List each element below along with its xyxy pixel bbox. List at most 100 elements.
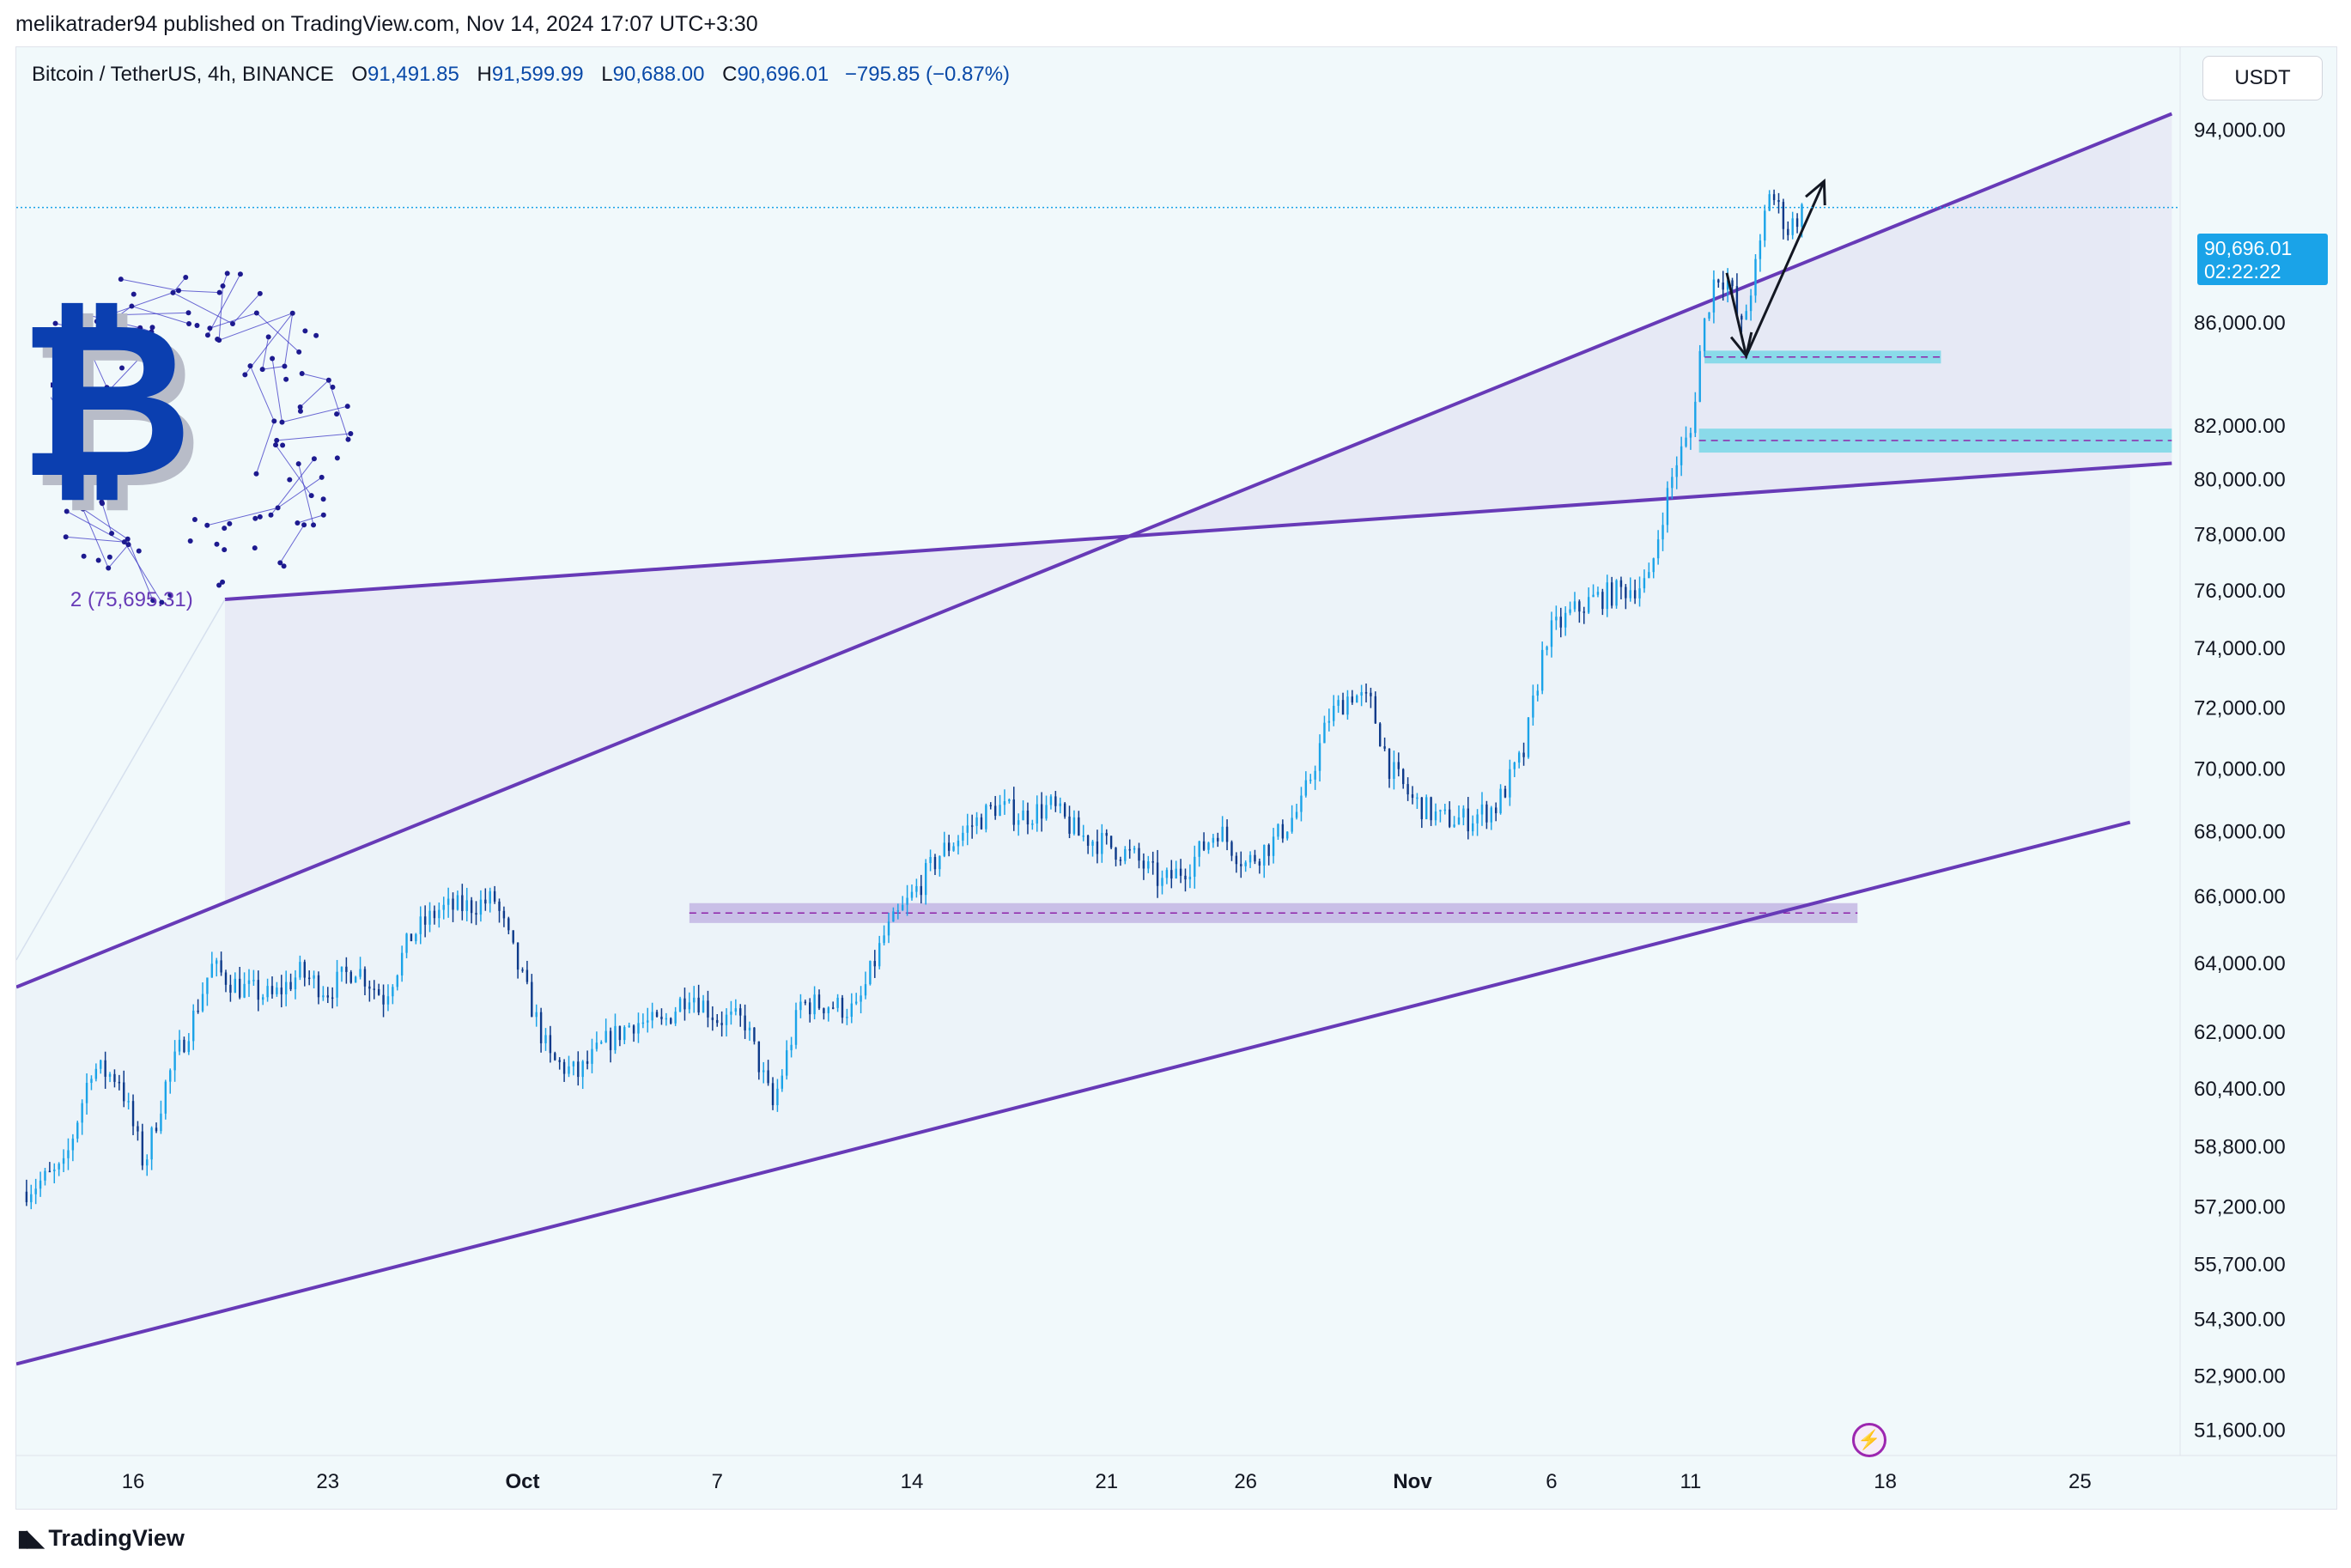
candle-body [405,933,408,953]
candle-body [1374,696,1377,724]
network-edge [82,508,109,568]
network-node [297,408,303,414]
network-node [63,534,69,540]
candle-body [1003,801,1006,805]
candle-body [1606,582,1608,610]
network-edge [124,541,162,603]
network-node [277,560,283,566]
chart-area[interactable]: ₿ ₿ 2 (75,695.31) 94,000.00 86,000.00 82,00… [15,46,2337,1510]
candle-body [1509,769,1511,798]
candle-body [410,933,413,942]
candle-body [294,977,297,990]
network-node [191,516,197,522]
candle-body [924,863,927,896]
network-edge [250,365,275,422]
candle-body [544,1035,547,1043]
last-price-value: 90,696.01 [2204,237,2293,259]
candle-body [456,895,459,910]
candle-body [516,942,519,970]
candle-body [1277,824,1279,837]
network-edge [107,289,179,316]
candle-body [178,1039,181,1052]
candle-body [980,817,983,830]
network-node [81,553,87,559]
candle-body [1791,218,1794,235]
price-tick-label: 72,000.00 [2194,696,2286,720]
candle-body [799,1001,802,1011]
candle-body [683,998,686,1010]
network-node [176,288,182,294]
candle-body [1040,804,1043,819]
candle-body [674,1012,677,1024]
arrow-head-up [1805,178,1826,206]
candle-body [1434,811,1437,821]
network-node [319,474,325,480]
candle-body [1712,279,1716,313]
candle-body [44,1170,46,1181]
candle-body [1457,817,1461,825]
network-node [97,397,103,403]
network-edge [75,372,79,436]
candle-body [1175,868,1177,879]
candle-body [507,918,510,931]
lightning-icon[interactable]: ⚡ [1852,1423,1886,1457]
network-node [86,433,92,439]
time-axis[interactable]: 16 23 Oct 7 14 21 26 Nov 6 11 18 25 [16,1455,2336,1493]
candle-body [1188,876,1192,880]
candle-body [1379,723,1382,747]
candle-body [786,1050,788,1076]
network-edge [277,477,322,508]
network-node [295,461,301,467]
network-node [62,370,68,376]
candle-body [632,1025,635,1034]
candle-body [373,988,375,990]
network-node [106,313,112,319]
network-edge [232,293,261,325]
candle-body [846,1017,848,1018]
network-edge [127,538,154,601]
tradingview-logo-text: TradingView [48,1525,185,1551]
candle-body [901,904,904,911]
candle-body [1031,824,1034,825]
network-node [270,356,276,362]
network-node [296,349,302,355]
chart-canvas[interactable]: ₿₿ 2 (75,695.31) 94,000.00 86,000.00 82,00… [16,47,2336,1509]
candle-body [767,1070,769,1084]
candle-body [1532,696,1534,718]
candle-body [628,1025,630,1028]
network-node [75,309,81,315]
currency-button[interactable]: USDT [2202,56,2323,100]
candle-body [1012,799,1015,825]
candle-body [1054,796,1057,806]
network-node [52,320,58,326]
network-node [253,471,259,477]
network-node [80,506,86,512]
candle-body [423,916,427,925]
candle-body [1212,837,1215,843]
network-edge [66,511,129,545]
network-edge [77,386,107,397]
candle-body [623,1027,626,1041]
symbol-name: Bitcoin / TetherUS, 4h, BINANCE [32,63,334,86]
network-node [186,321,192,327]
candle-body [1314,770,1316,780]
price-tick-label: 55,700.00 [2194,1253,2286,1276]
network-node [55,457,61,463]
network-edge [72,312,78,379]
candle-body [887,921,890,936]
candle-body [1754,258,1757,296]
tradingview-logo[interactable]: ▮◣ TradingView [17,1525,185,1552]
candle-body [438,909,440,919]
network-node [118,277,124,283]
network-node [84,328,90,334]
candle-body [1675,465,1678,477]
network-node [150,598,156,604]
price-axis[interactable]: 94,000.00 86,000.00 82,000.00 80,000.00 78,0… [2179,47,2286,1456]
candle-body [1782,202,1785,229]
candle-body [693,997,696,1003]
candle-body [1648,572,1650,579]
candle-body [827,1007,830,1014]
candle-body [104,1060,106,1077]
candle-body [1263,844,1266,866]
network-node [162,346,168,352]
